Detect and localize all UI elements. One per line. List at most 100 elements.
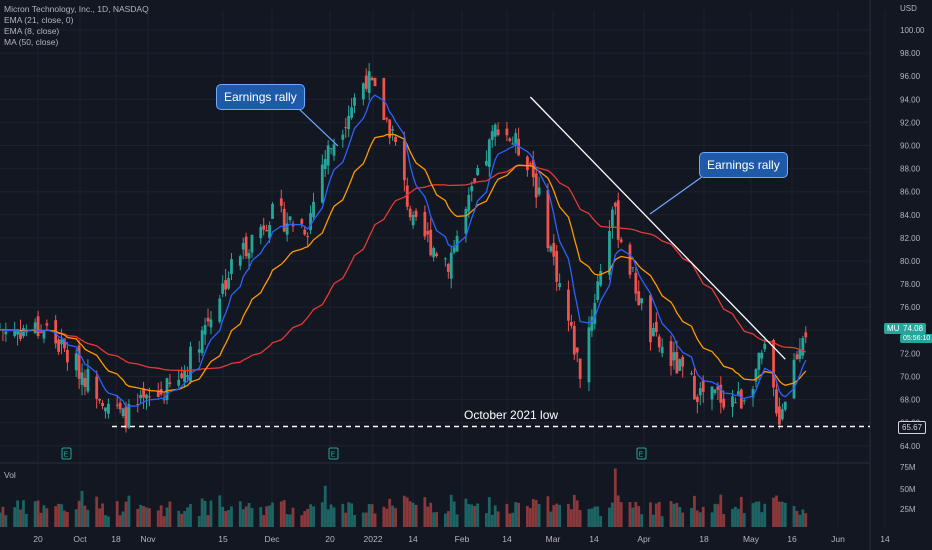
candle-body	[634, 272, 638, 294]
candle-body	[484, 161, 488, 166]
legend-ema8[interactable]: EMA (8, close)	[4, 26, 60, 36]
x-tick-label: 14	[408, 534, 418, 544]
volume-bar	[45, 508, 49, 527]
candle-body	[183, 369, 186, 383]
volume-bar	[107, 516, 110, 527]
volume-bar	[681, 512, 685, 527]
candle-body	[801, 338, 805, 356]
legend-symbol[interactable]: Micron Technology, Inc., 1D, NASDAQ	[4, 4, 149, 14]
volume-bar	[332, 507, 336, 527]
volume-bar	[186, 507, 189, 527]
candle-body	[528, 163, 532, 165]
candle-body	[282, 208, 286, 232]
volume-bar	[698, 512, 702, 527]
volume-bar	[593, 506, 597, 527]
candle-body	[347, 115, 351, 130]
volume-bar	[142, 506, 145, 527]
candle-body	[323, 159, 327, 170]
volume-bar	[534, 499, 538, 527]
volume-bar	[739, 496, 743, 527]
candle-body	[587, 327, 591, 383]
candle-body	[65, 349, 69, 363]
candle-body	[95, 376, 99, 399]
candle-body	[209, 319, 213, 328]
volume-bar	[487, 497, 491, 527]
volume-bar	[121, 511, 125, 527]
candle-body	[739, 389, 743, 409]
volume-bar	[118, 515, 122, 527]
candle-body	[546, 190, 550, 249]
candle-body	[508, 138, 512, 141]
candle-body	[262, 225, 266, 230]
candle-body	[690, 373, 693, 375]
candle-body	[227, 277, 230, 289]
candle-body	[490, 131, 494, 140]
candle-body	[496, 129, 500, 136]
candle-body	[139, 394, 143, 399]
volume-bar	[250, 507, 254, 527]
candle-body	[203, 325, 207, 335]
candle-body	[370, 77, 374, 81]
volume-bar	[259, 507, 263, 527]
volume-bar	[792, 506, 796, 527]
volume-bar	[241, 509, 245, 527]
y-tick-label: 98.00	[900, 49, 921, 58]
candle-body	[382, 78, 386, 120]
volume-bar	[754, 501, 758, 527]
candle-body	[367, 71, 371, 94]
volume-bar	[511, 512, 515, 527]
volume-bar	[367, 503, 371, 527]
volume-bar	[672, 503, 676, 527]
candle-body	[537, 187, 541, 195]
candle-body	[80, 372, 84, 385]
legend-ema21[interactable]: EMA (21, close, 0)	[4, 15, 74, 25]
x-tick-label: 20	[33, 534, 43, 544]
volume-bar	[139, 504, 143, 527]
candle-body	[719, 384, 723, 403]
y-tick-label: 80.00	[900, 257, 921, 266]
volume-bar	[517, 502, 521, 527]
candle-body	[672, 352, 676, 361]
volume-bar	[382, 506, 386, 527]
volume-bar	[86, 509, 90, 527]
volume-bar	[285, 514, 289, 527]
candle-body	[353, 97, 356, 106]
candle-body	[162, 399, 166, 401]
candle-body	[675, 352, 679, 374]
volume-bar	[312, 506, 315, 527]
candle-body	[701, 380, 705, 392]
volume-bar	[675, 502, 679, 527]
volume-bar	[452, 501, 456, 527]
candle-body	[271, 203, 274, 219]
legend-ma50[interactable]: MA (50, close)	[4, 37, 59, 47]
volume-bar	[713, 503, 717, 527]
candle-body	[373, 77, 377, 87]
candle-body	[197, 349, 201, 353]
candle-body	[341, 134, 345, 140]
volume-bar	[16, 500, 19, 527]
volume-bar	[83, 505, 87, 527]
candle-body	[136, 404, 140, 406]
x-tick-label: 18	[111, 534, 121, 544]
candle-body	[414, 210, 418, 217]
volume-bar	[514, 502, 518, 527]
volume-bar	[490, 514, 494, 527]
volume-bar	[657, 501, 661, 527]
volume-bar	[74, 509, 78, 527]
candle-body	[57, 339, 60, 352]
volume-bar	[361, 512, 365, 527]
volume-bar	[341, 503, 345, 527]
candle-body	[165, 378, 169, 400]
candle-body	[230, 259, 233, 275]
volume-bar	[783, 502, 787, 527]
volume-bar	[693, 495, 696, 527]
volume-bar	[95, 496, 99, 527]
candle-body	[326, 145, 330, 166]
candle-body	[118, 402, 122, 410]
volume-bar	[610, 502, 614, 527]
volume-bar	[1, 506, 5, 527]
candle-body	[4, 331, 8, 335]
candle-body	[464, 209, 468, 234]
